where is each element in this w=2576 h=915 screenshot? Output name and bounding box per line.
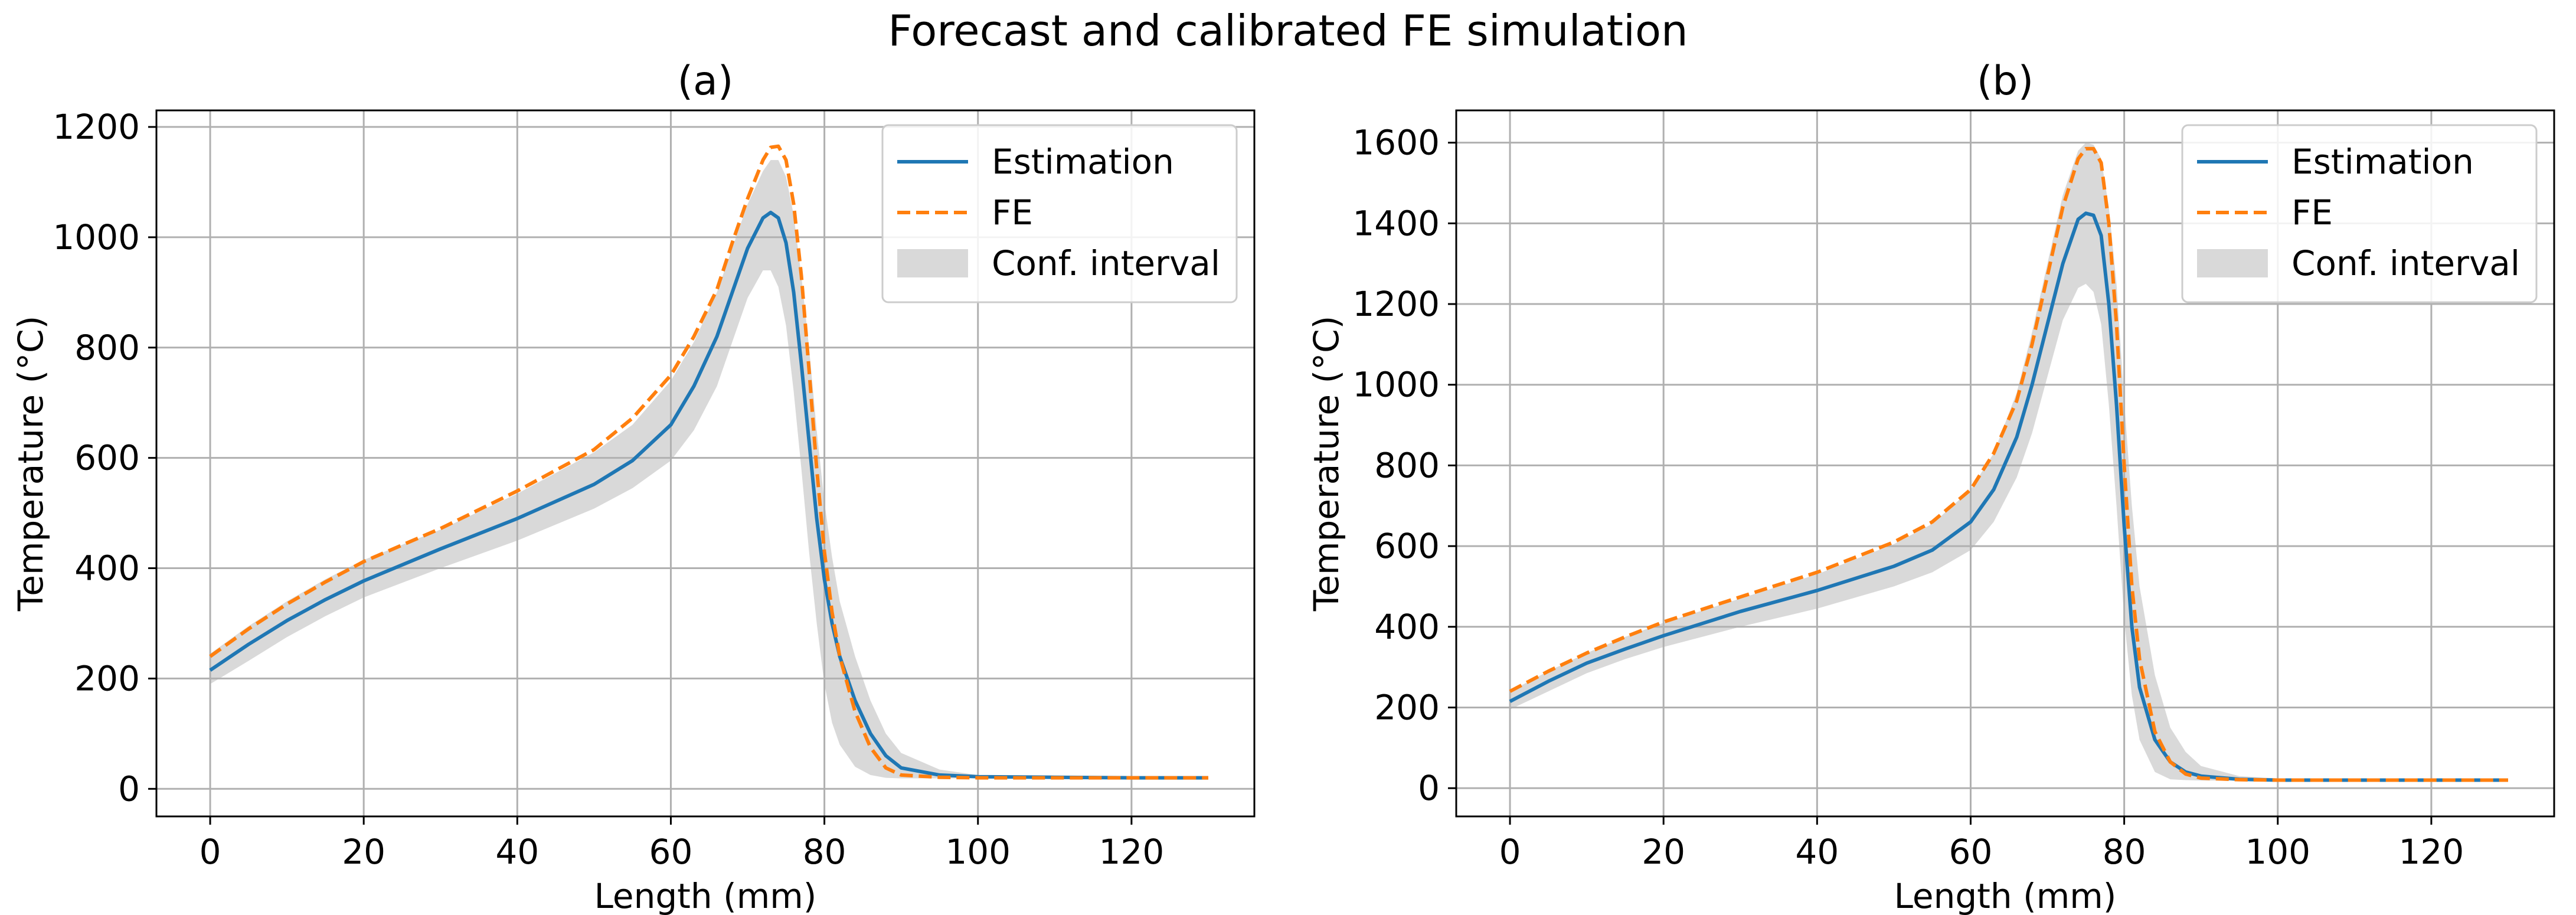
- panel-title: (a): [678, 58, 734, 104]
- y-tick-label: 600: [74, 438, 140, 478]
- y-axis-label: Temperature (°C): [1306, 316, 1346, 612]
- legend-box: [2181, 124, 2538, 303]
- y-tick-label: 400: [74, 548, 140, 589]
- fe-series-line: [209, 144, 1208, 780]
- y-tick-label: 1400: [1352, 203, 1440, 243]
- y-tick-label: 1000: [53, 217, 140, 257]
- y-axis-label: Temperature (°C): [11, 316, 51, 612]
- x-tick-label: 80: [2103, 832, 2146, 872]
- y-tick-label: 600: [1374, 526, 1440, 566]
- x-tick-label: 60: [1949, 832, 1993, 872]
- y-tick-label: 0: [1418, 768, 1440, 808]
- y-tick-label: 1600: [1352, 123, 1440, 163]
- legend-interval-swatch: [2197, 249, 2268, 277]
- legend-box: [881, 124, 1238, 303]
- legend-label: Estimation: [2291, 142, 2474, 182]
- x-tick-label: 120: [2399, 832, 2464, 872]
- y-tick-label: 1200: [53, 107, 140, 147]
- chart-panel-a: 0 20 40 60 80 100 120020040060080010001200(a)L…: [11, 58, 1256, 915]
- x-tick-label: 60: [649, 832, 693, 872]
- chart-panel-b: 0 20 40 60 80 100 1200200400600800100012001400…: [1306, 58, 2555, 915]
- y-tick-label: 400: [1374, 607, 1440, 647]
- x-tick-label: 40: [495, 832, 539, 872]
- x-tick-label: 100: [2245, 832, 2310, 872]
- y-tick-label: 800: [1374, 445, 1440, 485]
- legend-label: Conf. interval: [992, 243, 1220, 283]
- x-tick-label: 80: [803, 832, 846, 872]
- legend-label: Conf. interval: [2291, 243, 2520, 283]
- panel-title: (b): [1977, 58, 2034, 104]
- confidence-interval-band: [1510, 142, 2508, 781]
- y-tick-label: 1000: [1352, 365, 1440, 405]
- x-axis-label: Length (mm): [1894, 876, 2117, 915]
- fe-series-line: [1509, 146, 2508, 782]
- x-tick-label: 40: [1795, 832, 1839, 872]
- x-tick-label: 20: [342, 832, 385, 872]
- estimation-series-line: [209, 210, 1208, 780]
- estimation-series-line: [1509, 211, 2508, 782]
- legend-label: Estimation: [992, 142, 1174, 182]
- x-tick-label: 0: [1499, 832, 1521, 872]
- x-tick-label: 120: [1099, 832, 1165, 872]
- y-tick-label: 200: [74, 658, 140, 698]
- y-tick-label: 200: [1374, 687, 1440, 727]
- y-tick-label: 1200: [1352, 284, 1440, 324]
- legend-interval-swatch: [897, 249, 968, 277]
- figure-title: Forecast and calibrated FE simulation: [888, 6, 1688, 55]
- axes-frame: [1455, 109, 2555, 818]
- x-tick-label: 20: [1642, 832, 1685, 872]
- legend-label: FE: [2291, 192, 2333, 233]
- axes-frame: [155, 109, 1256, 818]
- y-tick-label: 0: [118, 769, 140, 809]
- x-axis-label: Length (mm): [594, 876, 817, 915]
- legend-label: FE: [992, 192, 1033, 233]
- x-tick-label: 0: [200, 832, 221, 872]
- y-tick-label: 800: [74, 328, 140, 368]
- x-tick-label: 100: [945, 832, 1011, 872]
